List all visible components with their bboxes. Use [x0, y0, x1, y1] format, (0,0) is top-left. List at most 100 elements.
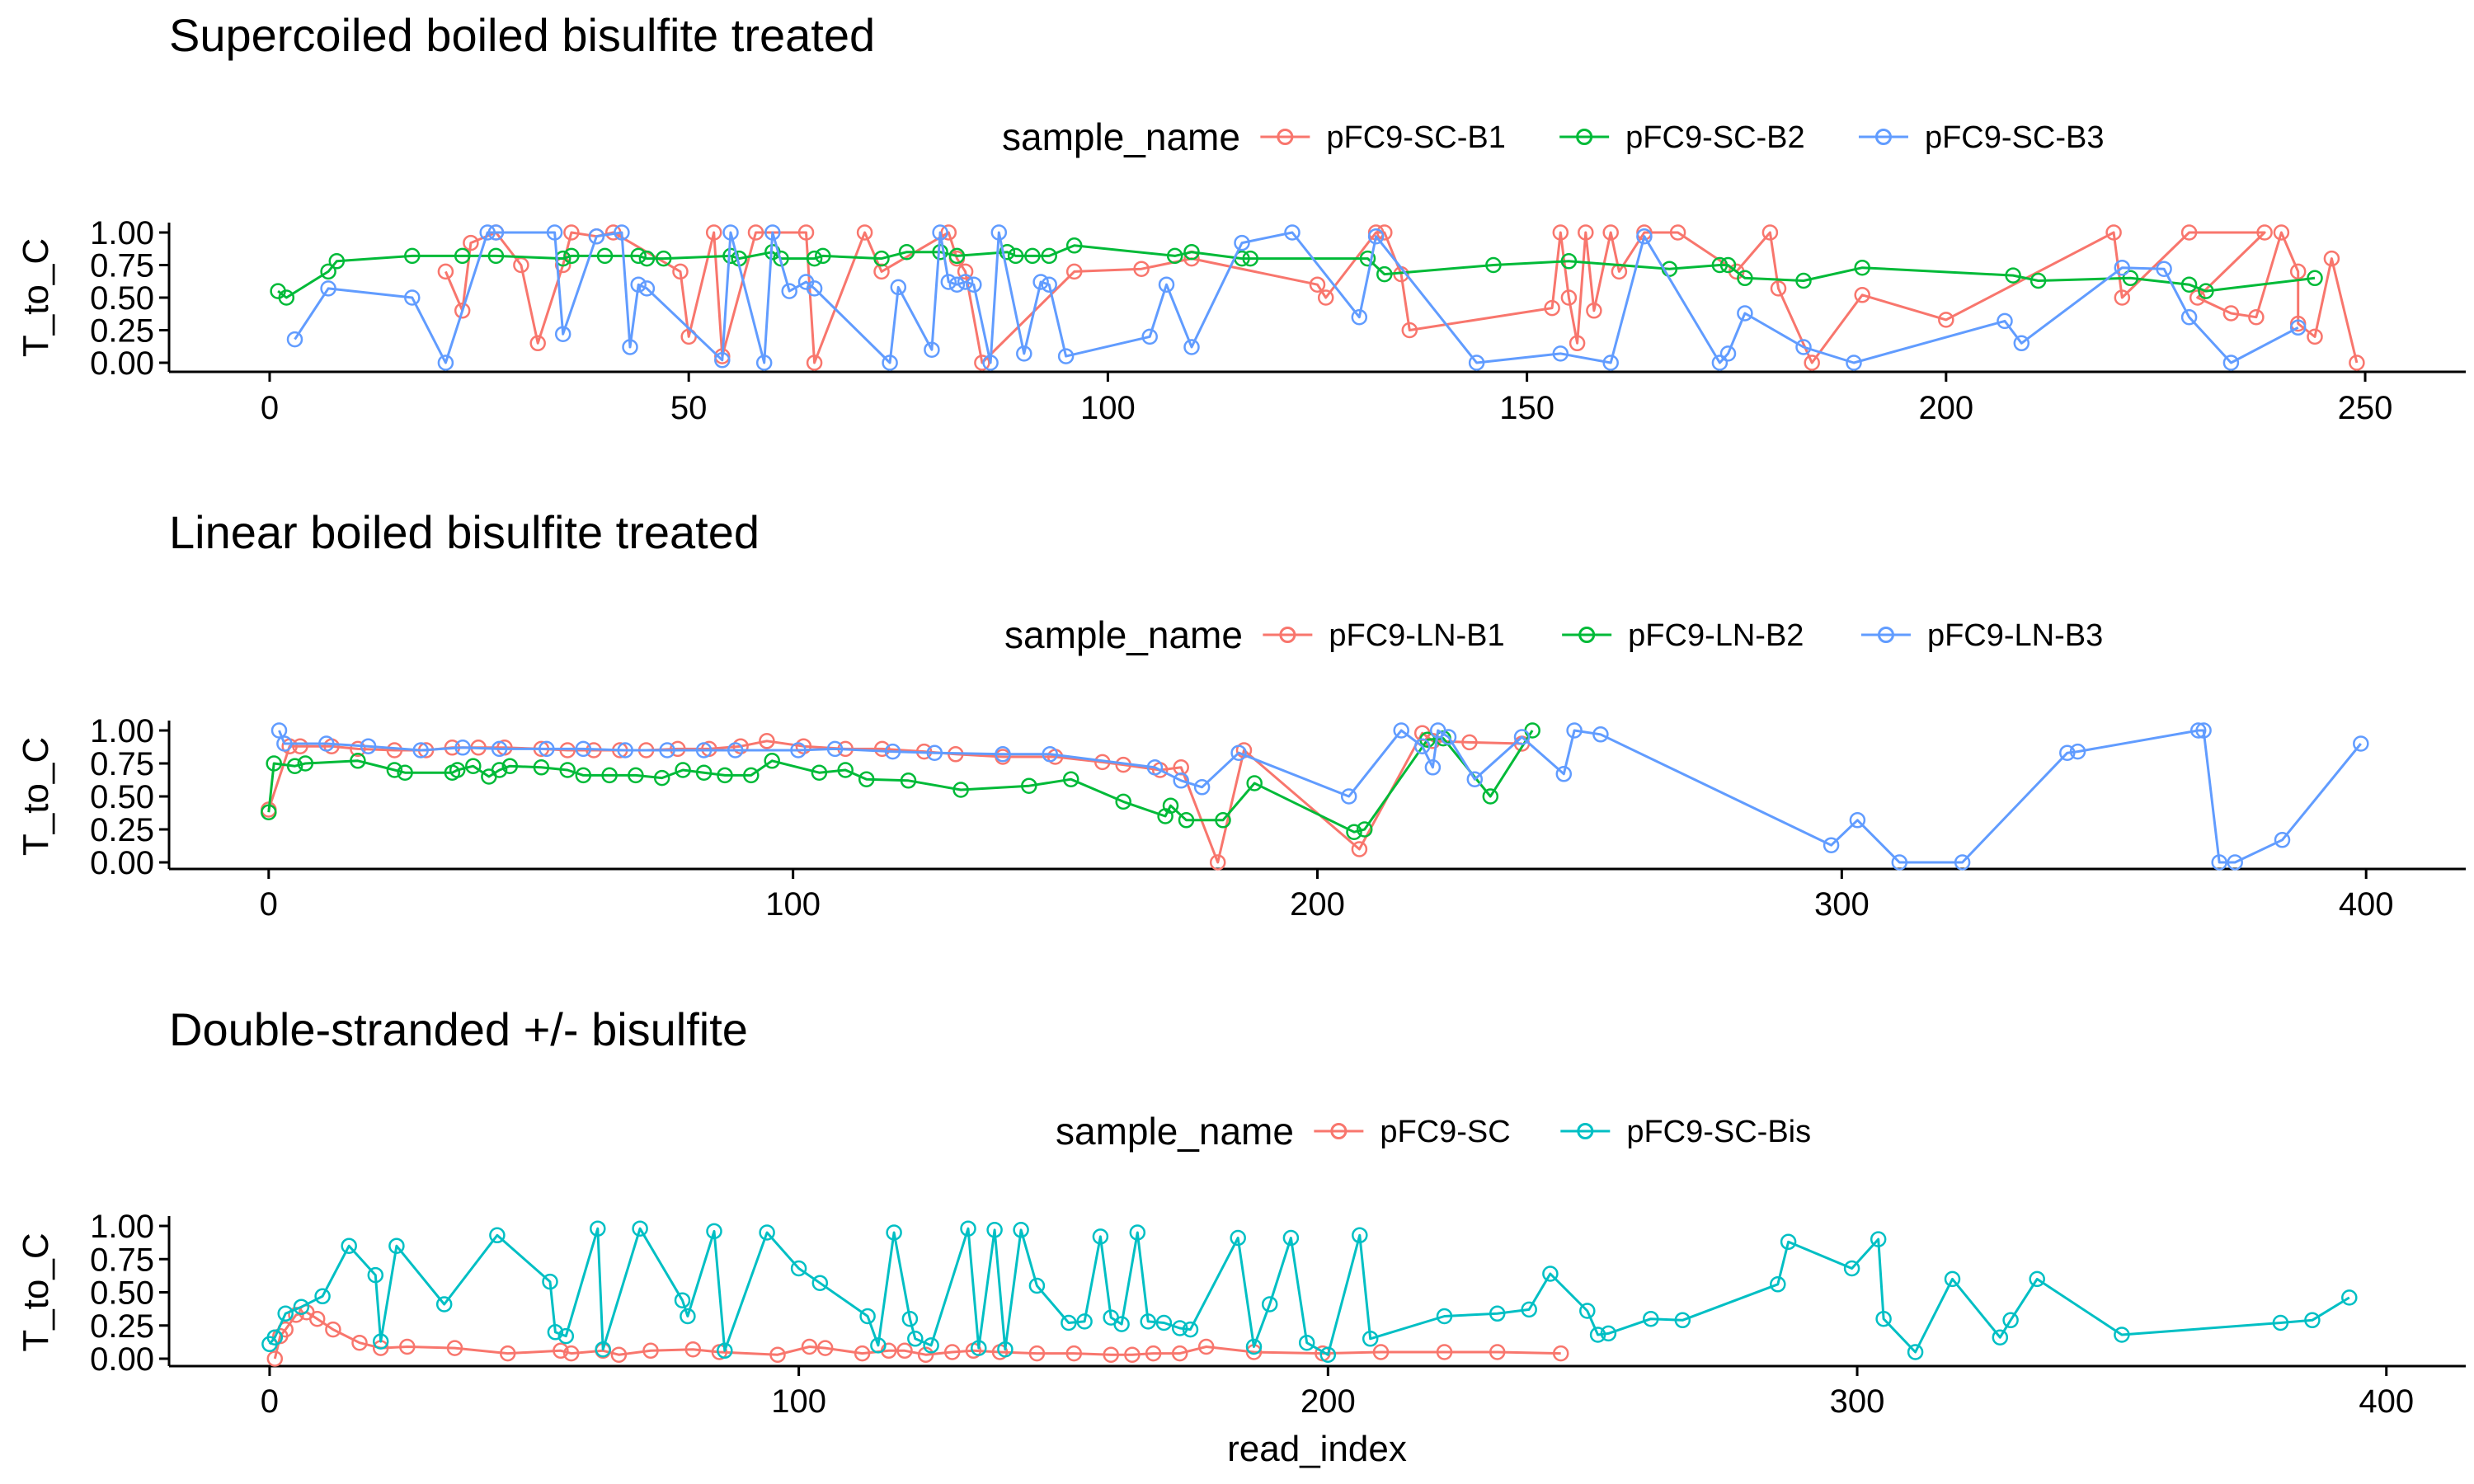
data-point	[2122, 270, 2139, 287]
y-tick-label: 0.75	[90, 1242, 154, 1278]
data-point	[601, 767, 618, 784]
data-point	[932, 224, 948, 241]
data-point	[1891, 854, 1908, 871]
data-point	[2005, 267, 2021, 284]
data-point	[1115, 793, 1131, 810]
data-point	[314, 1288, 331, 1305]
legend-item: pFC9-SC	[1314, 1115, 1511, 1149]
y-tick-label: 0.50	[90, 779, 154, 815]
data-point	[386, 762, 403, 778]
data-point	[743, 767, 760, 784]
data-point	[1356, 821, 1373, 838]
data-point	[261, 804, 277, 820]
data-point	[859, 1308, 876, 1325]
legend-key-marker	[1578, 627, 1596, 643]
data-point	[286, 758, 303, 774]
data-point	[553, 1342, 569, 1360]
data-point	[856, 224, 873, 241]
y-tick-label: 1.00	[90, 215, 154, 251]
data-point	[2002, 1312, 2019, 1329]
data-point	[1485, 256, 1502, 274]
data-point	[1770, 280, 1787, 297]
data-point	[960, 1220, 976, 1237]
data-point	[1024, 247, 1041, 265]
data-point	[1849, 812, 1866, 829]
series-line	[444, 231, 2359, 364]
data-point	[320, 280, 336, 297]
legend-key-marker	[1277, 129, 1294, 145]
data-point	[1372, 1344, 1390, 1360]
data-point	[705, 224, 722, 241]
legend-key-marker	[1874, 129, 1892, 145]
data-point	[632, 1220, 648, 1237]
legend-key-marker	[1330, 1123, 1348, 1139]
data-point	[858, 771, 875, 787]
data-point	[1041, 247, 1057, 265]
data-point	[270, 722, 288, 739]
data-point	[675, 762, 691, 778]
data-point	[499, 1345, 516, 1362]
data-point	[559, 762, 576, 778]
data-point	[2222, 355, 2240, 371]
data-point	[2289, 319, 2307, 336]
series-pFC9-SC-B2	[270, 237, 2323, 306]
legend-key-marker	[1576, 129, 1593, 145]
data-point	[655, 250, 672, 267]
data-point	[1141, 328, 1158, 345]
data-point	[882, 355, 898, 371]
data-point	[1376, 224, 1393, 241]
data-point	[2274, 832, 2291, 848]
data-point	[1424, 759, 1442, 776]
data-point	[1482, 788, 1499, 805]
data-point	[727, 742, 744, 758]
data-point	[900, 773, 917, 789]
legend-item: pFC9-SC-B3	[1858, 120, 2104, 155]
data-point	[1489, 1305, 1506, 1322]
data-point	[325, 1321, 341, 1338]
data-point	[1062, 771, 1079, 787]
data-point	[974, 355, 990, 371]
data-point	[670, 740, 686, 758]
data-point	[995, 746, 1011, 763]
data-point	[1513, 729, 1531, 745]
data-point	[952, 782, 969, 798]
data-point	[1578, 224, 1594, 241]
data-point	[940, 224, 957, 241]
data-point	[2180, 224, 2198, 241]
legend-key-marker	[1279, 627, 1296, 643]
data-point	[562, 1345, 580, 1362]
data-point	[1124, 1346, 1141, 1363]
data-point	[907, 1331, 924, 1347]
x-tick-label: 0	[261, 390, 279, 426]
data-point	[1041, 276, 1057, 293]
data-point	[1602, 224, 1619, 241]
data-point	[501, 758, 519, 774]
data-point	[2304, 1312, 2321, 1329]
x-tick-label: 250	[2338, 390, 2393, 426]
data-point	[722, 224, 739, 241]
data-point	[1804, 355, 1820, 371]
data-point	[404, 247, 421, 265]
data-point	[1209, 854, 1226, 871]
data-point	[940, 274, 957, 290]
x-tick-label: 150	[1499, 390, 1554, 426]
data-point	[1440, 729, 1457, 745]
data-point	[320, 263, 336, 280]
data-point	[1145, 1345, 1162, 1362]
data-point	[529, 335, 546, 352]
legend-item: pFC9-LN-B1	[1263, 618, 1505, 653]
data-point	[653, 769, 670, 787]
data-point	[1552, 1345, 1569, 1362]
series-pFC9-LN-B3	[270, 722, 2369, 871]
data-point	[1359, 250, 1376, 267]
data-point	[1555, 766, 1573, 782]
legend-label: pFC9-SC-Bis	[1626, 1115, 1811, 1149]
series-pFC9-LN-B2	[261, 722, 1540, 840]
data-point	[614, 224, 630, 241]
data-point	[1846, 355, 1862, 371]
data-point	[2248, 308, 2265, 326]
data-point	[1600, 1325, 1617, 1342]
data-point	[1129, 1224, 1146, 1241]
data-point	[1875, 1310, 1892, 1327]
data-point	[1013, 1222, 1029, 1238]
